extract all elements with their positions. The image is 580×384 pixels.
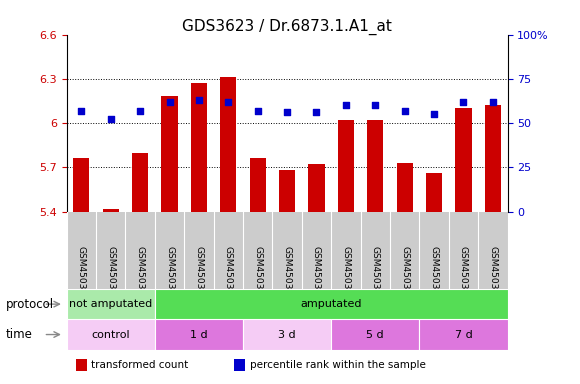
- Bar: [338, 120, 354, 212]
- Bar: [161, 96, 177, 212]
- Text: percentile rank within the sample: percentile rank within the sample: [249, 360, 426, 370]
- Text: GSM450364: GSM450364: [106, 247, 115, 301]
- Text: GSM450363: GSM450363: [77, 247, 86, 301]
- Text: GSM450370: GSM450370: [282, 247, 292, 301]
- Point: [371, 102, 380, 108]
- Bar: [73, 159, 89, 212]
- Bar: [243, 319, 331, 350]
- Point: [253, 108, 262, 114]
- Text: 1 d: 1 d: [190, 329, 208, 339]
- Point: [106, 116, 115, 122]
- Bar: [367, 120, 383, 212]
- Title: GDS3623 / Dr.6873.1.A1_at: GDS3623 / Dr.6873.1.A1_at: [182, 18, 392, 35]
- Point: [312, 109, 321, 116]
- Text: GSM450367: GSM450367: [194, 247, 204, 301]
- Bar: [455, 108, 472, 212]
- Bar: [103, 209, 119, 212]
- Text: not amputated: not amputated: [69, 299, 153, 309]
- Point: [400, 108, 409, 114]
- Text: control: control: [92, 329, 130, 339]
- Text: GSM450366: GSM450366: [165, 247, 174, 301]
- Text: GSM450369: GSM450369: [253, 247, 262, 301]
- Bar: [279, 170, 295, 212]
- Text: 3 d: 3 d: [278, 329, 296, 339]
- Point: [165, 99, 174, 105]
- Text: 5 d: 5 d: [367, 329, 384, 339]
- Point: [77, 108, 86, 114]
- Bar: [155, 319, 243, 350]
- Text: GSM450371: GSM450371: [312, 247, 321, 301]
- Text: GSM450374: GSM450374: [400, 247, 409, 301]
- Text: amputated: amputated: [300, 299, 362, 309]
- Text: 7 d: 7 d: [455, 329, 472, 339]
- Bar: [234, 359, 245, 371]
- Bar: [249, 159, 266, 212]
- Text: GSM450365: GSM450365: [136, 247, 144, 301]
- Bar: [485, 105, 501, 212]
- Bar: [67, 319, 155, 350]
- Text: GSM450375: GSM450375: [430, 247, 438, 301]
- Point: [194, 97, 204, 103]
- Text: GSM450376: GSM450376: [459, 247, 468, 301]
- Text: GSM450372: GSM450372: [342, 247, 350, 301]
- Bar: [426, 173, 442, 212]
- Bar: [419, 319, 508, 350]
- Text: transformed count: transformed count: [91, 360, 188, 370]
- Bar: [132, 152, 148, 212]
- Point: [136, 108, 145, 114]
- Bar: [155, 289, 508, 319]
- Bar: [309, 164, 325, 212]
- Point: [459, 99, 468, 105]
- Bar: [220, 77, 237, 212]
- Point: [488, 99, 498, 105]
- Text: GSM450377: GSM450377: [488, 247, 497, 301]
- Text: GSM450373: GSM450373: [371, 247, 380, 301]
- Bar: [397, 163, 413, 212]
- Bar: [67, 289, 155, 319]
- Bar: [75, 359, 86, 371]
- Point: [341, 102, 350, 108]
- Bar: [331, 319, 419, 350]
- Text: time: time: [6, 328, 32, 341]
- Text: GSM450368: GSM450368: [224, 247, 233, 301]
- Point: [282, 109, 292, 116]
- Bar: [191, 83, 207, 212]
- Point: [224, 99, 233, 105]
- Text: protocol: protocol: [6, 298, 54, 311]
- Point: [429, 111, 438, 117]
